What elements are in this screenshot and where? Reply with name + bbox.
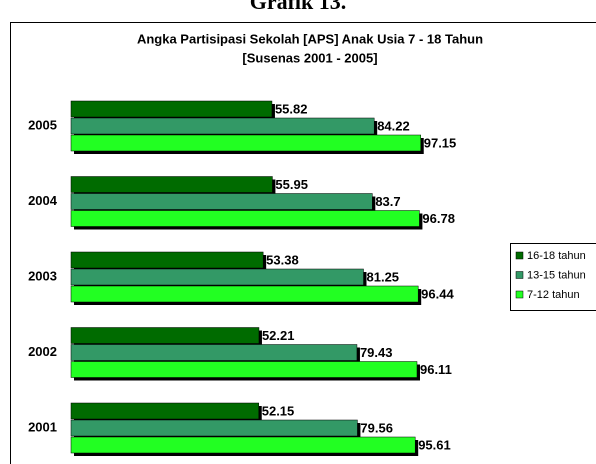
value-label: 96.78 [422,211,455,226]
legend-box [510,243,596,311]
chart-frame [10,22,596,464]
legend-swatch [515,251,524,260]
bar [70,285,419,303]
value-label: 95.61 [418,437,451,452]
bar [70,361,418,378]
value-label: 79.56 [360,420,393,435]
value-label: 52.15 [262,403,295,418]
category-label: 2005 [28,117,57,132]
value-label: 55.95 [275,177,308,192]
legend-swatch [515,271,524,279]
bar [70,100,273,118]
value-label: 96.44 [421,286,454,301]
chart-subtitle: [Susenas 2001 - 2005] [242,50,377,65]
bar [70,419,358,437]
legend-label: 13-15 tahun [527,269,586,281]
bar [70,134,421,152]
category-label: 2003 [28,268,57,283]
value-label: 96.11 [420,362,452,377]
bar [70,193,373,210]
bar [70,268,364,286]
legend-label: 16-18 tahun [527,250,586,262]
bar [70,251,264,269]
value-label: 55.82 [275,101,308,116]
value-label: 52.21 [262,328,295,343]
page-header: Grafik 13. [250,0,347,14]
bar [70,344,358,361]
category-label: 2004 [28,193,58,208]
value-label: 83.7 [375,194,400,209]
value-label: 97.15 [424,135,457,150]
legend-label: 7-12 tahun [527,289,580,301]
category-label: 2002 [28,344,57,359]
value-label: 81.25 [367,269,400,284]
bar [70,117,375,135]
category-label: 2001 [28,419,57,434]
value-label: 53.38 [266,252,299,267]
bar [70,210,420,227]
value-label: 79.43 [360,345,393,360]
bar [70,327,260,344]
chart-title: Angka Partisipasi Sekolah [APS] Anak Usi… [137,31,483,46]
legend-swatch [515,290,524,299]
value-label: 84.22 [377,118,410,133]
bar [70,402,259,420]
bar [70,436,416,454]
bar [70,176,273,193]
